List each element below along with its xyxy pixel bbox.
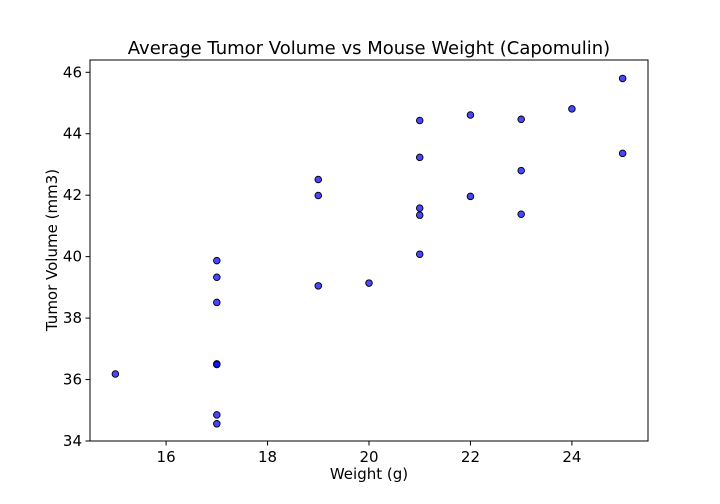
- y-tick-label: 34: [63, 432, 82, 450]
- y-tick-label: 38: [63, 309, 82, 327]
- data-point: [618, 74, 627, 83]
- data-point: [568, 105, 576, 113]
- x-tick-label: 24: [562, 448, 581, 466]
- x-tick-label: 18: [258, 448, 277, 466]
- y-axis: 34 36 38 40 42 44 46: [63, 63, 90, 450]
- y-tick-label: 40: [63, 248, 82, 266]
- x-tick-label: 16: [157, 448, 176, 466]
- y-axis-label: Tumor Volume (mm3): [43, 169, 61, 332]
- data-point: [213, 273, 221, 281]
- data-point: [314, 282, 323, 290]
- data-point: [415, 211, 424, 219]
- data-point: [618, 149, 627, 158]
- data-point: [415, 250, 424, 258]
- data-point: [213, 411, 221, 419]
- data-point: [415, 116, 424, 125]
- data-point: [517, 166, 525, 175]
- data-point: [415, 204, 424, 212]
- data-point: [314, 191, 323, 200]
- y-tick-label: 36: [63, 371, 82, 389]
- data-point: [415, 153, 424, 162]
- y-tick-label: 44: [63, 125, 82, 143]
- x-axis-label: Weight (g): [330, 465, 408, 483]
- data-point: [517, 210, 525, 218]
- x-tick-label: 20: [359, 448, 378, 466]
- plot-frame: [89, 59, 649, 442]
- x-axis: 16 18 20 22 24: [157, 441, 581, 466]
- data-point: [213, 420, 221, 428]
- y-tick-label: 46: [63, 63, 82, 81]
- data-point: [466, 111, 475, 119]
- data-point: [365, 279, 373, 287]
- data-point: [314, 175, 323, 184]
- data-point: [466, 192, 475, 201]
- data-point: [213, 298, 221, 307]
- data-point: [517, 115, 525, 124]
- data-point: [111, 370, 120, 378]
- data-point: [213, 360, 221, 369]
- data-point: [213, 256, 221, 265]
- y-tick-label: 42: [63, 186, 82, 204]
- x-tick-label: 22: [461, 448, 480, 466]
- chart-title: Average Tumor Volume vs Mouse Weight (Ca…: [128, 38, 610, 59]
- points-layer: [111, 74, 627, 428]
